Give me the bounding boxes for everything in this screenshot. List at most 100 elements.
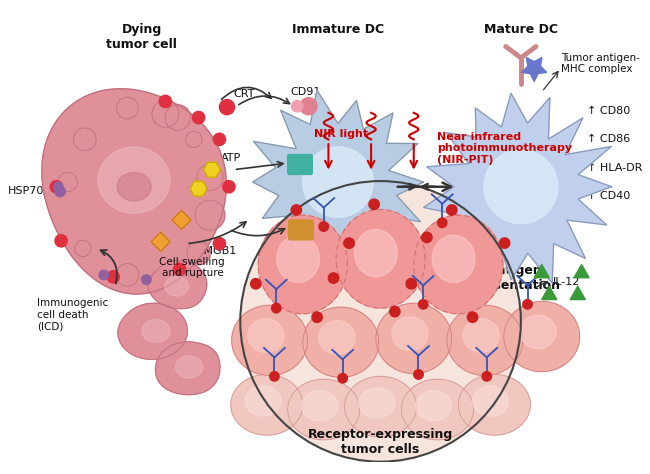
Polygon shape	[376, 303, 452, 374]
Circle shape	[55, 235, 67, 247]
Circle shape	[99, 270, 109, 280]
Polygon shape	[463, 319, 499, 353]
Circle shape	[344, 238, 354, 248]
Circle shape	[58, 173, 77, 191]
Circle shape	[159, 95, 172, 108]
Text: IL-12: IL-12	[553, 276, 580, 287]
Text: P2RX7: P2RX7	[274, 155, 310, 165]
Circle shape	[142, 275, 151, 284]
FancyBboxPatch shape	[289, 220, 313, 240]
Circle shape	[437, 218, 447, 228]
Circle shape	[300, 98, 317, 115]
Polygon shape	[402, 379, 473, 440]
Polygon shape	[424, 93, 612, 283]
Polygon shape	[288, 379, 359, 440]
Circle shape	[422, 232, 432, 243]
Polygon shape	[521, 57, 547, 82]
Text: Cell swelling
and rupture: Cell swelling and rupture	[159, 256, 224, 278]
Circle shape	[291, 100, 303, 112]
Polygon shape	[142, 319, 170, 342]
Text: NIR light: NIR light	[314, 129, 368, 139]
Polygon shape	[520, 315, 556, 349]
Text: Receptor-expressing
tumor cells: Receptor-expressing tumor cells	[308, 428, 453, 456]
Text: ↑ CD80: ↑ CD80	[587, 106, 630, 116]
Polygon shape	[248, 319, 284, 353]
Polygon shape	[570, 286, 586, 300]
Circle shape	[270, 372, 279, 381]
Polygon shape	[414, 215, 503, 314]
Circle shape	[152, 100, 179, 127]
Circle shape	[499, 238, 510, 248]
Polygon shape	[541, 286, 557, 300]
Polygon shape	[354, 229, 397, 277]
Text: Antigen
presentation: Antigen presentation	[470, 264, 560, 292]
Polygon shape	[232, 305, 307, 375]
Circle shape	[75, 240, 91, 256]
Text: TLR4: TLR4	[284, 221, 312, 232]
Circle shape	[223, 181, 235, 193]
Circle shape	[319, 222, 328, 231]
Polygon shape	[148, 260, 207, 309]
FancyBboxPatch shape	[288, 155, 312, 174]
Polygon shape	[504, 301, 580, 372]
Circle shape	[187, 241, 210, 265]
Text: CD91: CD91	[291, 87, 321, 97]
Polygon shape	[458, 374, 530, 435]
Circle shape	[272, 303, 281, 313]
Circle shape	[55, 186, 66, 197]
Circle shape	[165, 105, 190, 130]
Polygon shape	[303, 147, 373, 217]
Circle shape	[447, 205, 457, 215]
Circle shape	[406, 279, 417, 289]
Circle shape	[312, 312, 322, 322]
Polygon shape	[165, 276, 188, 296]
Circle shape	[523, 300, 532, 309]
Circle shape	[195, 200, 225, 230]
Circle shape	[116, 264, 139, 286]
Polygon shape	[155, 342, 220, 395]
Circle shape	[291, 205, 302, 215]
Polygon shape	[117, 173, 151, 201]
Polygon shape	[344, 376, 417, 437]
Circle shape	[174, 263, 186, 275]
Polygon shape	[258, 215, 347, 314]
Polygon shape	[484, 150, 558, 224]
Text: HSP70/90: HSP70/90	[8, 186, 62, 197]
Circle shape	[419, 300, 428, 309]
Circle shape	[73, 128, 96, 151]
Circle shape	[53, 182, 63, 191]
Circle shape	[213, 237, 226, 250]
Polygon shape	[151, 232, 170, 251]
Circle shape	[328, 273, 339, 283]
Polygon shape	[245, 386, 281, 416]
Text: ↑ CD86: ↑ CD86	[587, 134, 630, 145]
Circle shape	[107, 271, 120, 283]
Polygon shape	[42, 89, 226, 294]
Text: Dying
tumor cell: Dying tumor cell	[106, 23, 177, 51]
Polygon shape	[231, 374, 303, 435]
Text: ATP: ATP	[221, 153, 242, 164]
Circle shape	[192, 111, 205, 124]
Text: ↑ HLA-DR: ↑ HLA-DR	[587, 163, 643, 173]
Polygon shape	[534, 264, 549, 278]
Circle shape	[186, 131, 202, 147]
Circle shape	[338, 374, 347, 383]
Polygon shape	[98, 147, 170, 213]
Polygon shape	[172, 210, 191, 229]
Polygon shape	[574, 264, 589, 278]
Circle shape	[116, 97, 138, 119]
Circle shape	[414, 370, 423, 379]
Polygon shape	[302, 391, 338, 421]
Circle shape	[251, 279, 261, 289]
Circle shape	[389, 306, 400, 317]
Polygon shape	[190, 181, 207, 196]
Text: Immunogenic
cell death
(ICD): Immunogenic cell death (ICD)	[38, 298, 109, 331]
Circle shape	[369, 199, 380, 210]
Circle shape	[197, 164, 223, 191]
Circle shape	[240, 181, 521, 462]
Circle shape	[50, 181, 62, 193]
Polygon shape	[176, 356, 203, 378]
Polygon shape	[318, 320, 355, 355]
Circle shape	[220, 100, 235, 115]
Text: HMGB1: HMGB1	[196, 246, 237, 256]
